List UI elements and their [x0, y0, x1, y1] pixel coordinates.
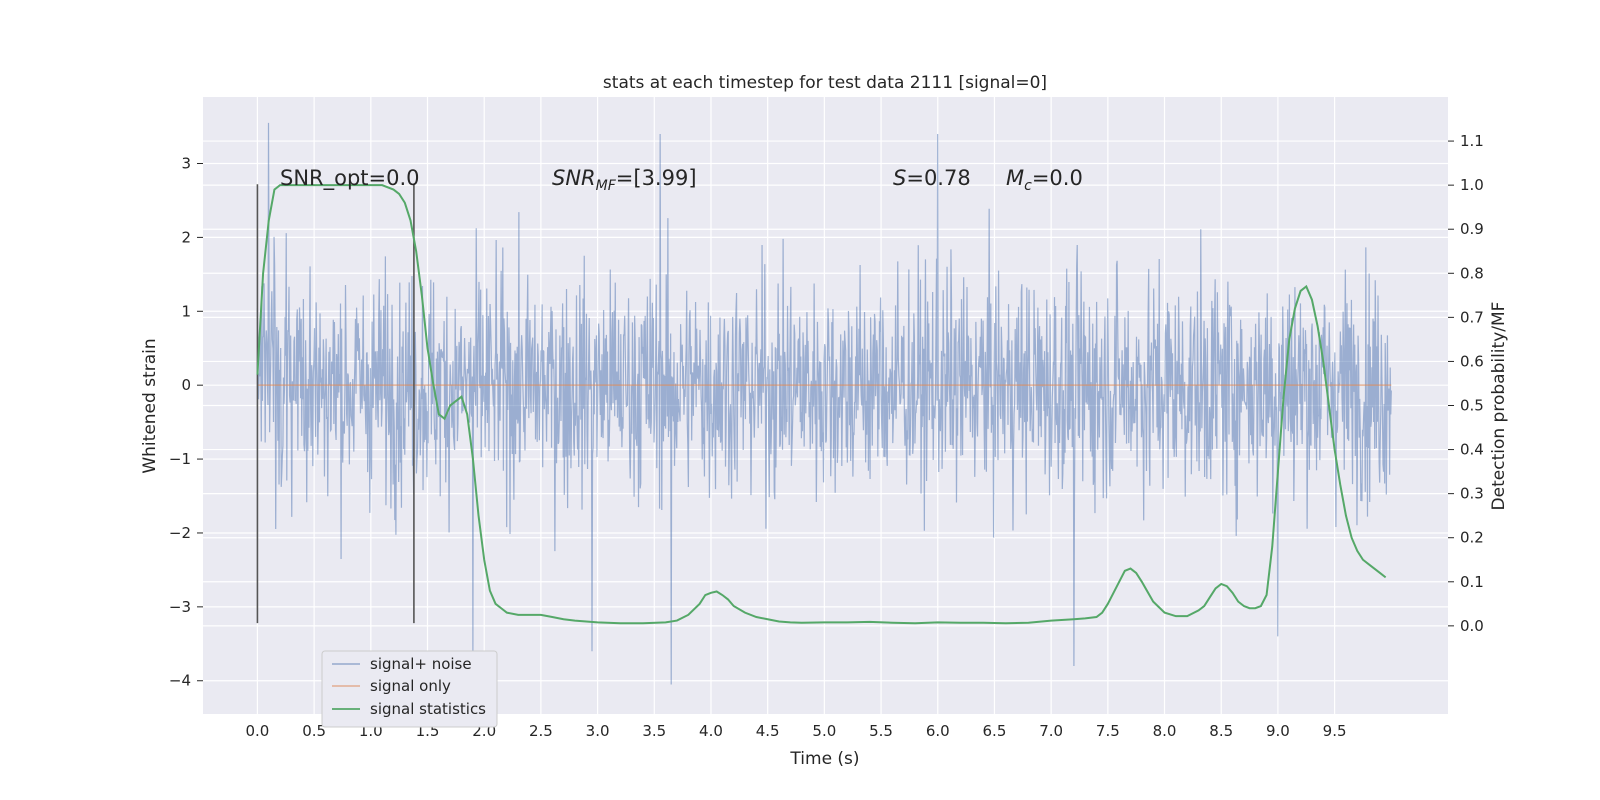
y2-tick-label: 0.1	[1460, 573, 1484, 591]
signal-noise-line	[256, 122, 1392, 685]
x-tick-label: 8.0	[1153, 722, 1177, 740]
chart-title: stats at each timestep for test data 211…	[603, 73, 1047, 93]
legend: signal+ noise signal only signal statist…	[321, 650, 498, 728]
y-tick-label: 1	[181, 302, 191, 320]
x-tick-label: 7.0	[1039, 722, 1063, 740]
y2-tick-label: 1.1	[1460, 132, 1484, 150]
y2-tick-label: 0.7	[1460, 308, 1484, 326]
annotation-snr-mf-value: =[3.99]	[616, 166, 697, 190]
annotation-s-var: S	[893, 166, 906, 190]
x-tick-label: 3.0	[586, 722, 610, 740]
x-tick-label: 6.0	[926, 722, 950, 740]
y-axis-ticks: 3 2 1 0 −1 −2 −3 −4	[169, 155, 203, 690]
x-tick-label: 0.0	[245, 722, 269, 740]
y2-tick-label: 0.2	[1460, 529, 1484, 547]
y2-axis-label: Detection probability/MF	[1489, 302, 1509, 511]
annotation-snr-mf-sub: MF	[596, 178, 617, 194]
y-axis-label: Whitened strain	[140, 338, 160, 473]
x-tick-label: 0.5	[302, 722, 326, 740]
x-tick-label: 9.0	[1266, 722, 1290, 740]
y-tick-label: 0	[181, 376, 191, 394]
legend-label-signal-statistics: signal statistics	[370, 700, 486, 718]
y2-tick-label: 0.6	[1460, 352, 1484, 370]
annotations: SNR_opt=0.0 SNRMF=[3.99] S=0.78 Mc=0.0	[280, 166, 1083, 194]
y2-tick-label: 0.3	[1460, 485, 1484, 503]
y-tick-label: −4	[169, 672, 191, 690]
x-tick-label: 3.5	[642, 722, 666, 740]
y2-tick-label: 0.4	[1460, 441, 1484, 459]
annotation-mc-var: M	[1006, 166, 1024, 190]
x-tick-label: 6.5	[983, 722, 1007, 740]
legend-box	[321, 650, 498, 728]
vertical-markers	[256, 184, 415, 624]
series-signal-statistics	[256, 184, 1387, 625]
annotation-mc: Mc=0.0	[1006, 166, 1083, 194]
y2-tick-label: 1.0	[1460, 176, 1484, 194]
y-tick-label: 3	[181, 155, 191, 173]
series-signal-noise	[256, 122, 1392, 685]
y-tick-label: −3	[169, 598, 191, 616]
annotation-snr-mf: SNRMF=[3.99]	[552, 166, 697, 194]
x-tick-label: 5.0	[812, 722, 836, 740]
x-tick-label: 8.5	[1209, 722, 1233, 740]
x-axis-ticks: 0.0 0.5 1.0 1.5 2.0 2.5 3.0 3.5 4.0 4.5 5.0 5.5 6.0 6…	[245, 722, 1346, 740]
signal-statistics-line	[256, 184, 1387, 625]
y2-axis-ticks: 1.1 1.0 0.9 0.8 0.7 0.6 0.5 0.4 0.3 0.2 0.1 0.0	[1448, 132, 1484, 635]
legend-label-signal-only: signal only	[370, 677, 451, 695]
y2-tick-label: 0.0	[1460, 617, 1484, 635]
y-tick-label: −2	[169, 524, 191, 542]
x-tick-label: 2.5	[529, 722, 553, 740]
annotation-mc-value: =0.0	[1032, 166, 1083, 190]
y2-tick-label: 0.8	[1460, 264, 1484, 282]
grid-lines	[203, 97, 1448, 714]
annotation-snr-mf-main: SNR	[552, 166, 596, 190]
y2-tick-label: 0.9	[1460, 220, 1484, 238]
annotation-snr-opt: SNR_opt=0.0	[280, 166, 420, 191]
y-tick-label: 2	[181, 228, 191, 246]
x-tick-label: 9.5	[1323, 722, 1347, 740]
x-tick-label: 4.0	[699, 722, 723, 740]
x-tick-label: 7.5	[1096, 722, 1120, 740]
x-tick-label: 5.5	[869, 722, 893, 740]
y-tick-label: −1	[169, 450, 191, 468]
annotation-s: S=0.78	[893, 166, 971, 190]
annotation-mc-sub: c	[1024, 178, 1032, 194]
annotation-s-value: =0.78	[906, 166, 970, 190]
x-tick-label: 4.5	[756, 722, 780, 740]
legend-label-signal-noise: signal+ noise	[370, 655, 472, 673]
y2-tick-label: 0.5	[1460, 397, 1484, 415]
x-axis-label: Time (s)	[789, 749, 859, 769]
